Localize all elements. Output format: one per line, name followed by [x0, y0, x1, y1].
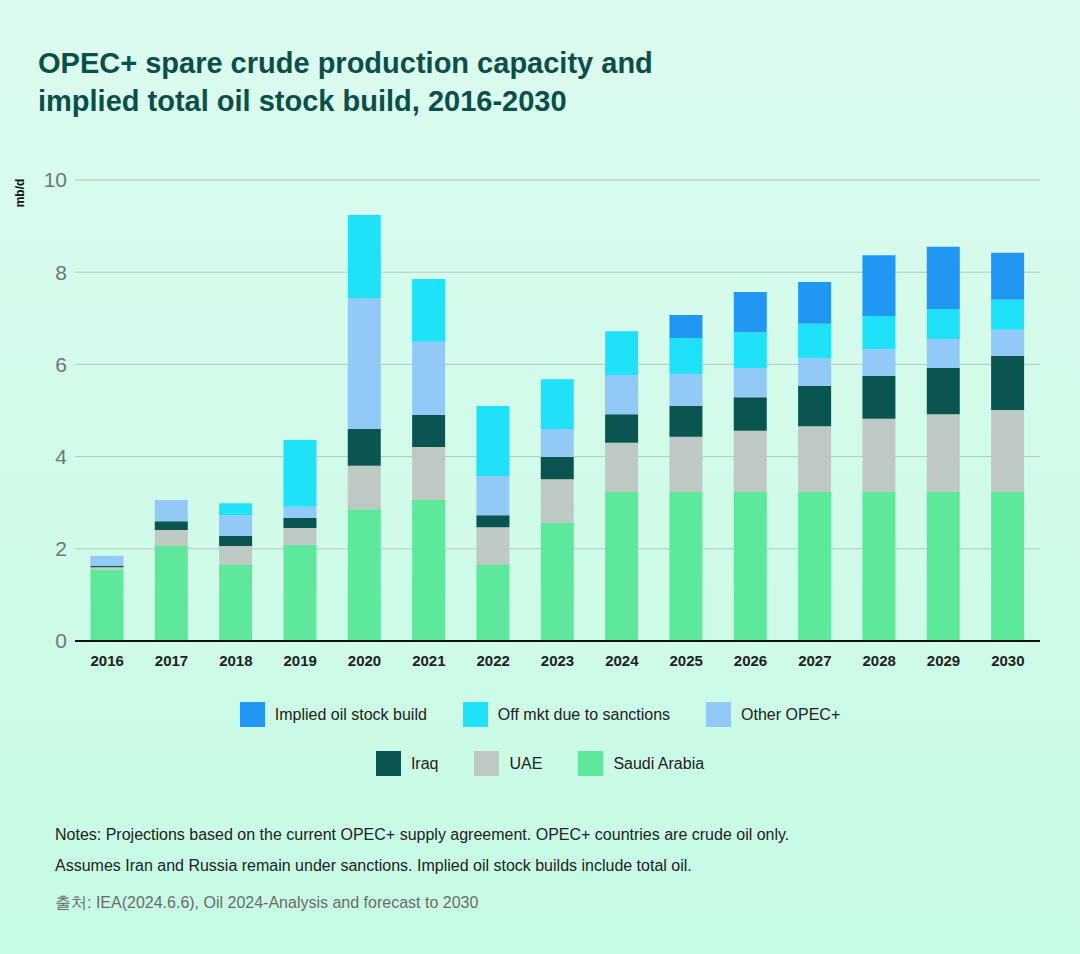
svg-text:2024: 2024	[605, 652, 639, 669]
svg-text:8: 8	[55, 261, 67, 284]
svg-text:2027: 2027	[798, 652, 831, 669]
html-text:mb/d: mb/d	[13, 178, 27, 208]
svg-text:0: 0	[55, 629, 67, 652]
svg-text:2030: 2030	[991, 652, 1024, 669]
html-text:출처: IEA(2024.6.6), Oil 2024-An: 출처: IEA(2024.6.6), Oil 2024-Analysis and…	[55, 894, 479, 911]
html-text:Assumes Iran and Russia remain: Assumes Iran and Russia remain under san…	[55, 857, 692, 874]
html-text:UAE: UAE	[509, 754, 543, 772]
svg-text:2018: 2018	[219, 652, 252, 669]
svg-text:2026: 2026	[734, 652, 767, 669]
svg-text:2017: 2017	[155, 652, 188, 669]
svg-text:2023: 2023	[541, 652, 574, 669]
svg-text:2: 2	[55, 537, 67, 560]
svg-text:6: 6	[55, 353, 67, 376]
html-text:Off mkt due to sanctions: Off mkt due to sanctions	[497, 705, 671, 723]
svg-text:2016: 2016	[90, 652, 123, 669]
svg-text:2020: 2020	[348, 652, 381, 669]
html-text:Iraq: Iraq	[410, 754, 439, 772]
html-text:Implied oil stock build: Implied oil stock build	[274, 705, 427, 723]
html-text:OPEC+ spare crude production c: OPEC+ spare crude production capacity an…	[38, 47, 653, 117]
svg-text:10: 10	[44, 168, 67, 191]
svg-text:2019: 2019	[283, 652, 316, 669]
svg-text:2028: 2028	[862, 652, 895, 669]
svg-text:2021: 2021	[412, 652, 445, 669]
svg-text:4: 4	[55, 445, 67, 468]
html-text:Notes: Projections based on th: Notes: Projections based on the current …	[55, 826, 790, 843]
svg-text:2029: 2029	[927, 652, 960, 669]
svg-text:2022: 2022	[476, 652, 509, 669]
html-text:Other OPEC+: Other OPEC+	[741, 705, 841, 723]
html-text:Saudi Arabia: Saudi Arabia	[613, 754, 705, 772]
svg-text:2025: 2025	[669, 652, 702, 669]
